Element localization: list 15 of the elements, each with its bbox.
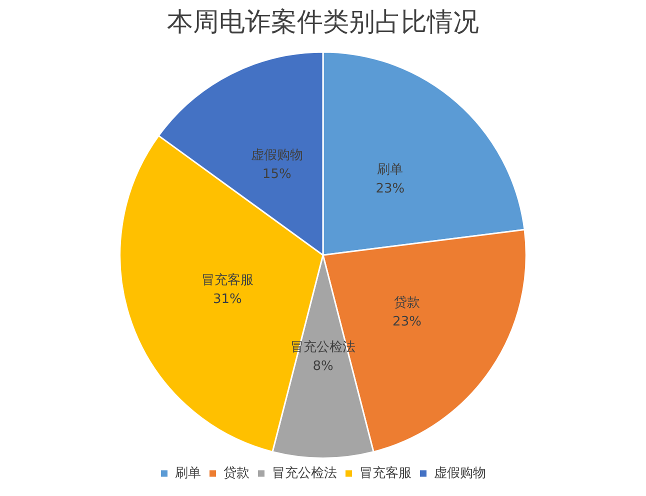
slice-label: 刷单: [377, 162, 404, 178]
slice-label: 冒充客服: [201, 272, 254, 288]
data-label: 23%: [392, 314, 422, 330]
chart-title: 本周电诈案件类别占比情况: [167, 7, 479, 38]
legend-label: 贷款: [223, 466, 250, 481]
data-label: 23%: [376, 181, 405, 196]
data-label: 31%: [212, 292, 242, 307]
slice-label: 贷款: [394, 296, 420, 311]
legend-label: 虚假购物: [434, 466, 486, 481]
legend-label: 刷单: [174, 466, 201, 481]
data-label: 8%: [312, 359, 334, 374]
legend-label: 冒充客服: [359, 464, 412, 481]
slice-label: 虚假购物: [250, 148, 303, 163]
data-label: 15%: [262, 166, 292, 182]
legend-label: 冒充公检法: [272, 466, 337, 481]
